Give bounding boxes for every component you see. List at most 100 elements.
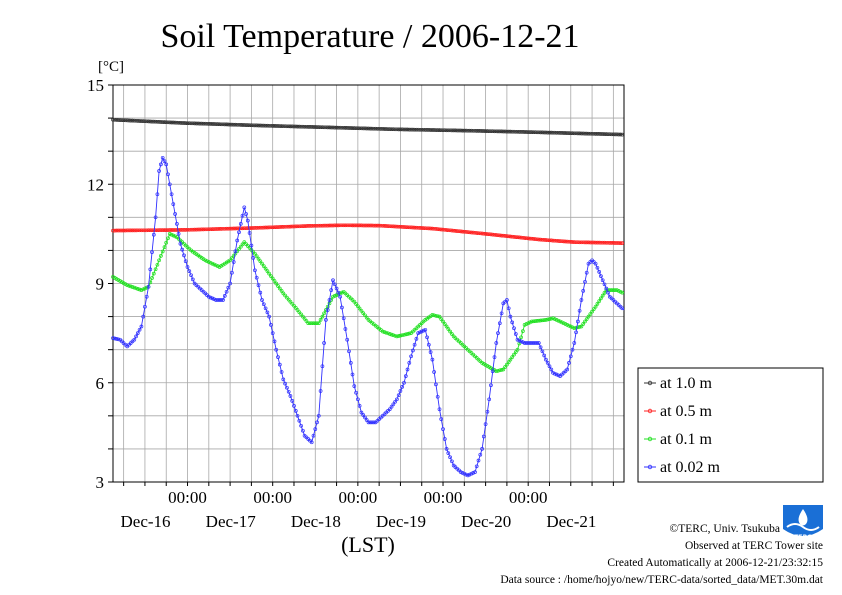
x-date-label: Dec-18 [291,512,341,531]
data-point [292,224,296,229]
data-point [240,226,245,231]
data-point [563,322,568,326]
data-point [279,225,284,229]
data-point [242,123,247,127]
data-point [185,121,190,126]
data-point [160,155,165,160]
data-point [586,240,591,245]
data-point [574,240,578,245]
data-point [439,227,444,232]
data-point [329,288,334,292]
data-point [180,121,185,125]
data-point [480,231,484,236]
data-point [261,264,266,268]
data-point [196,121,201,126]
data-point [542,130,547,135]
data-point [403,127,408,132]
data-point [167,182,172,187]
data-point [597,240,602,245]
data-point [400,127,405,132]
data-point [244,123,248,127]
data-point [258,259,263,264]
data-point [214,122,218,126]
data-point [412,225,417,230]
data-point [613,241,617,245]
data-point [419,226,424,230]
data-point [219,122,224,127]
data-point [361,126,366,131]
data-point [561,239,566,244]
data-point [318,125,323,130]
data-point [127,228,131,233]
data-point [448,329,452,334]
data-point [160,228,165,232]
data-point [599,296,603,301]
data-point [501,129,506,134]
data-point [208,295,213,300]
data-point [121,228,126,233]
data-point [345,223,350,228]
data-point [620,132,625,137]
data-point [483,232,488,236]
data-point [164,228,169,232]
data-point [384,330,389,335]
data-point [473,470,477,474]
data-point [144,294,149,299]
data-point [249,243,254,248]
data-point [613,288,617,292]
data-point [586,131,591,136]
data-point [618,241,623,245]
data-point [540,318,545,323]
data-point [597,270,602,274]
data-point [432,313,436,318]
data-point [127,118,131,123]
data-point [338,294,342,299]
data-point [574,330,578,335]
data-point [497,321,502,326]
data-point [288,124,293,129]
data-point [261,302,266,307]
data-point [166,236,170,241]
data-point [215,264,220,268]
data-point [457,229,461,234]
data-point [143,228,147,233]
data-point [270,331,275,335]
data-point [363,415,367,420]
data-point [492,232,497,237]
data-point [552,238,557,243]
data-point [547,317,552,321]
data-point [371,126,376,131]
data-point [233,249,238,254]
data-point [150,228,154,233]
data-point [279,289,284,293]
data-point [164,162,169,167]
data-point [579,324,584,329]
data-point [224,122,229,127]
data-point [437,128,442,132]
data-point [425,226,429,231]
data-point [345,337,350,342]
data-point [309,224,314,228]
data-point [306,321,311,326]
data-point [299,423,303,428]
data-point [396,224,401,229]
data-point [173,234,177,239]
data-point [175,222,179,226]
data-point [442,322,447,326]
data-point [206,260,211,264]
data-point [609,288,614,292]
data-point [286,224,291,229]
data-point [480,129,484,133]
data-point [581,131,586,136]
data-point [391,402,396,407]
data-point [111,275,115,279]
data-point [361,413,366,417]
x-date-label: Dec-17 [206,512,257,531]
data-point [515,337,520,342]
data-point [359,126,364,131]
data-point [558,239,562,243]
data-point [199,227,204,232]
data-point [526,321,531,326]
data-point [313,125,318,129]
data-point [581,289,586,293]
